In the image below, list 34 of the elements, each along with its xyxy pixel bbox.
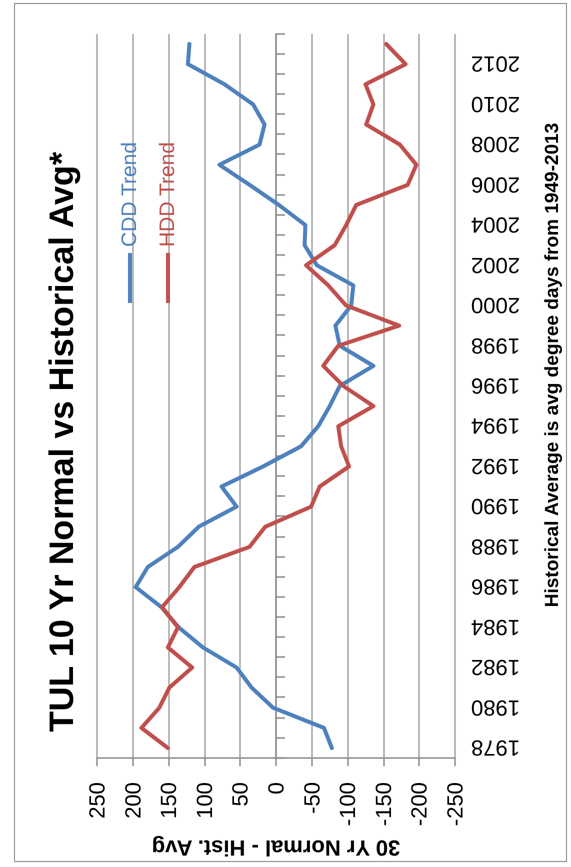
y-tick-label: 2000: [471, 293, 520, 318]
x-tick-label: 50: [228, 782, 253, 807]
y-tick-label: 2004: [471, 212, 520, 238]
x-tick-label: -250: [442, 782, 468, 826]
x-tick-label: 250: [84, 782, 110, 819]
text: HDD Trend: [156, 142, 180, 247]
y-tick-label: 2012: [471, 52, 520, 77]
x-tick-label: -100: [335, 782, 360, 826]
y-tick-label: 2008: [471, 132, 520, 158]
x-tick-label: 200: [120, 782, 146, 819]
text: CDD Trend: [118, 142, 142, 247]
x-axis-title: 30 Yr Normal - Hist. Avg: [152, 836, 400, 860]
y-tick-label: 1988: [471, 534, 520, 560]
y-tick-label: 1978: [471, 736, 520, 761]
text: TUL 10 Yr Normal vs Historical Avg*: [43, 151, 81, 732]
x-tick-label: 150: [156, 782, 182, 819]
y-tick-label: 1992: [471, 454, 520, 479]
y-tick-label: 1986: [471, 574, 520, 600]
x-tick-label: 100: [192, 782, 217, 819]
y-tick-label: 2010: [471, 92, 520, 117]
x-tick-label: -50: [299, 782, 324, 814]
y-tick-label: 1990: [471, 494, 520, 520]
y-tick-label: 1994: [471, 414, 520, 439]
y-tick-label: 1982: [471, 655, 520, 680]
x-tick-label: 0: [264, 782, 288, 794]
y-tick-label: 1980: [471, 695, 520, 720]
text: Historical Average is avg degree days from 1949-2013: [542, 122, 563, 608]
x-tick-label: -150: [370, 782, 396, 826]
y-tick-label: 2002: [471, 252, 520, 278]
x-tick-label: -200: [406, 782, 432, 826]
y-tick-label: 1996: [471, 373, 520, 398]
y-tick-label: 1984: [471, 614, 520, 640]
y-tick-label: 2006: [471, 172, 520, 198]
y-tick-label: 1998: [471, 333, 520, 358]
